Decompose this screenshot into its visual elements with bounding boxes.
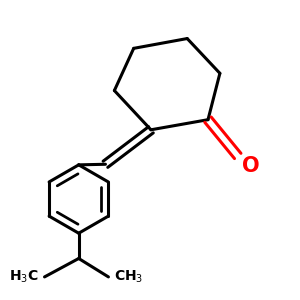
- Text: CH$_3$: CH$_3$: [114, 269, 144, 285]
- Text: H$_3$C: H$_3$C: [9, 269, 39, 285]
- Text: O: O: [242, 156, 260, 176]
